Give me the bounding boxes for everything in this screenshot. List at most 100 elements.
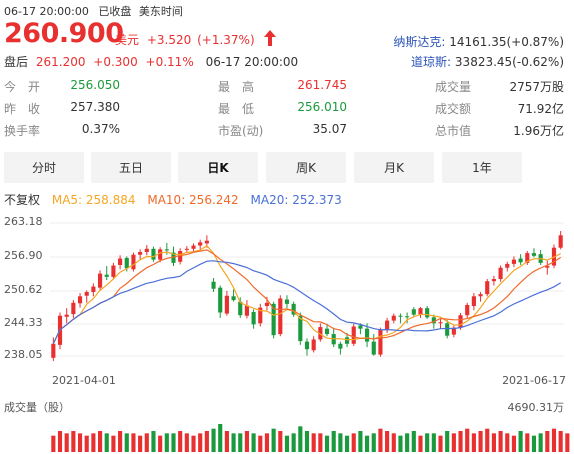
candle-body (124, 257, 129, 269)
index-nasdaq-value: 14161.35(+0.87%) (449, 35, 564, 49)
stat-amount-value: 71.92亿 (517, 102, 564, 116)
volume-chart[interactable] (0, 414, 574, 454)
candle-body (198, 242, 203, 246)
volume-bar (164, 433, 169, 452)
volume-bar (385, 431, 390, 452)
candle-body (151, 248, 156, 260)
volume-bar (264, 433, 270, 452)
volume-bar (391, 433, 396, 452)
tab-intraday[interactable]: 分时 (4, 152, 84, 183)
candle-body (451, 327, 456, 335)
stat-volume-label: 成交量 (435, 80, 472, 94)
candle-body (371, 341, 376, 355)
candle-body (171, 252, 176, 263)
volume-bar (131, 433, 136, 452)
stat-turnover-label: 换手率 (4, 124, 41, 138)
volume-bar (231, 433, 236, 452)
volume-bar (218, 424, 223, 452)
volume-bar (291, 433, 296, 452)
stat-prev-value: 257.380 (70, 100, 120, 114)
volume-bar (471, 433, 476, 452)
volume-bar (271, 428, 276, 452)
candle-body (298, 315, 303, 342)
candle-body (211, 281, 216, 289)
volume-bar (198, 433, 203, 452)
candle-body (438, 322, 443, 324)
adjust-mode[interactable]: 不复权 (4, 193, 41, 207)
volume-bar (365, 435, 370, 452)
candle-body (425, 308, 430, 318)
volume-bar (171, 433, 176, 452)
last-price: 260.900 (4, 18, 124, 49)
stat-open-value: 256.050 (70, 78, 120, 92)
ma10-line (52, 249, 562, 345)
candle-body (518, 258, 523, 263)
candle-body (378, 329, 383, 355)
candle-body (558, 235, 563, 248)
candle-body (471, 296, 476, 307)
candle-body (284, 299, 290, 304)
volume-bar (138, 435, 143, 452)
stat-pe-value: 35.07 (312, 122, 347, 136)
index-dow-name: 道琼斯: (411, 55, 452, 69)
candle-body (411, 309, 416, 315)
volume-bar (491, 433, 496, 452)
tab-monthly-k[interactable]: 月K (354, 152, 434, 183)
tab-one-year[interactable]: 1年 (442, 152, 522, 183)
candle-body (418, 308, 423, 315)
volume-bar (438, 435, 443, 452)
stat-volume-value: 2757万股 (509, 80, 564, 94)
volume-max: 4690.31万 (507, 401, 565, 414)
volume-bar (485, 428, 490, 452)
candle-body (71, 302, 76, 315)
volume-bar (371, 433, 376, 452)
candle-body (191, 245, 196, 249)
candle-body (318, 327, 323, 340)
volume-bar (331, 431, 336, 452)
volume-bar (431, 433, 436, 452)
y-tick-3: 244.33 (4, 316, 43, 329)
after-hours-pct: +0.11% (145, 55, 194, 69)
candle-body (218, 287, 223, 313)
candle-body (465, 304, 470, 316)
candle-body (511, 259, 517, 264)
volume-bar (538, 433, 543, 452)
price-change: +3.520 (146, 33, 192, 47)
volume-bar (405, 433, 410, 452)
candle-body (505, 263, 510, 268)
volume-bar (111, 435, 116, 452)
volume-bar (324, 435, 330, 452)
candle-body (304, 341, 310, 350)
index-dow[interactable]: 道琼斯: 33823.45(-0.62%) (411, 53, 564, 70)
datetime-text: 06-17 20:00:00 (4, 5, 89, 18)
y-tick-2: 250.62 (4, 283, 43, 296)
candle-body (498, 267, 503, 280)
volume-bar (498, 431, 503, 452)
tab-weekly-k[interactable]: 周K (266, 152, 346, 183)
candle-body (178, 250, 183, 262)
candle-body (118, 258, 123, 265)
volume-bar (445, 431, 450, 452)
volume-bar (144, 433, 149, 452)
tab-five-day[interactable]: 五日 (91, 152, 171, 183)
volume-bar (458, 431, 463, 452)
candle-body (271, 303, 276, 336)
stat-mcap-value: 1.96万亿 (513, 124, 564, 138)
candle-body (431, 317, 436, 324)
index-nasdaq[interactable]: 纳斯达克: 14161.35(+0.87%) (393, 33, 564, 50)
volume-bar (51, 435, 56, 452)
candle-body (525, 253, 530, 263)
candle-body (445, 323, 450, 336)
candle-body (365, 328, 370, 342)
tab-daily-k[interactable]: 日K (178, 152, 258, 183)
candle-body (338, 343, 343, 349)
candle-body (485, 281, 490, 295)
candle-body (258, 307, 263, 324)
volume-bar (425, 433, 430, 452)
volume-bar (97, 431, 103, 452)
volume-bar (358, 431, 363, 452)
stat-prev-label: 昨 收 (4, 102, 41, 116)
y-tick-0: 263.18 (4, 215, 43, 228)
candlestick-chart[interactable] (0, 210, 574, 370)
volume-bar (91, 433, 96, 452)
